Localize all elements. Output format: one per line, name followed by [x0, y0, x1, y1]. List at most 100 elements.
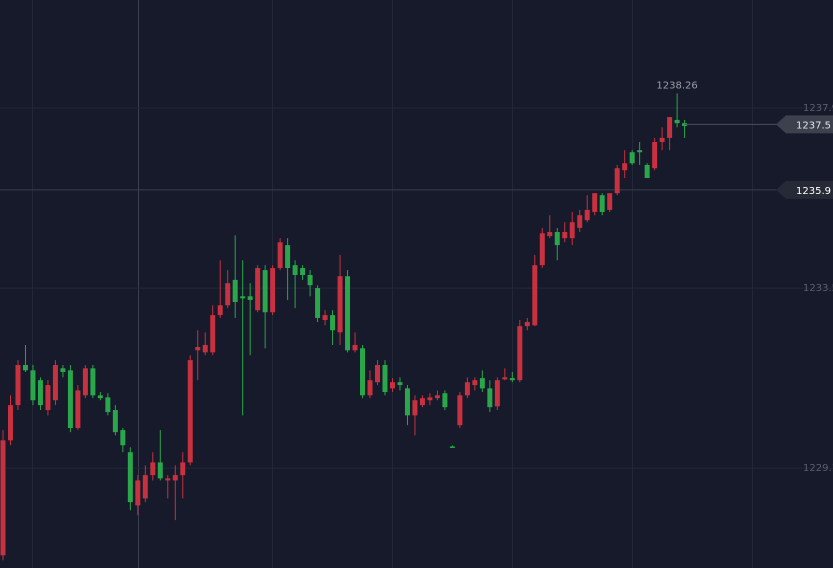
candle-body — [232, 279, 238, 303]
candle-body — [577, 215, 583, 228]
crosshair-label: 1235.9 — [796, 186, 831, 197]
candle-body — [120, 430, 126, 446]
candle-body — [255, 268, 261, 311]
candle-body — [157, 462, 163, 479]
candle-body — [652, 142, 658, 169]
candle-body — [592, 193, 598, 212]
candle-body — [352, 344, 358, 351]
candle-body — [404, 388, 410, 416]
candle-body — [397, 382, 403, 386]
y-tick-label: 1237.9 — [803, 103, 833, 114]
candle-body — [165, 478, 171, 481]
candle-body — [337, 276, 343, 333]
candle-body — [247, 296, 253, 300]
candle-body — [240, 296, 246, 299]
candle-body — [622, 163, 628, 171]
candle-body — [375, 365, 380, 383]
candle-body — [472, 380, 478, 386]
last-price-label: 1237.5 — [796, 120, 831, 131]
candle-body — [202, 344, 208, 353]
candle-body — [562, 232, 568, 239]
candle-body — [345, 276, 351, 351]
candle-body — [599, 195, 605, 212]
candle-body — [449, 446, 455, 448]
candle-body — [45, 385, 51, 411]
candle-body — [217, 305, 223, 316]
y-tick-label: 1233.5 — [803, 283, 833, 294]
candle-body — [142, 475, 148, 499]
candle-body — [659, 137, 665, 142]
candle-body — [382, 365, 388, 393]
candle-body — [524, 322, 530, 327]
candle-body — [644, 164, 650, 179]
candle-body — [112, 410, 118, 433]
candle-body — [60, 368, 66, 372]
candle-body — [172, 475, 178, 481]
candle-body — [464, 382, 470, 396]
candle-body — [97, 395, 103, 399]
candle-body — [442, 393, 448, 408]
candle-body — [135, 480, 141, 506]
candle-body — [494, 380, 500, 407]
candle-body — [487, 388, 493, 408]
candle-body — [7, 405, 13, 441]
candle-body — [532, 265, 538, 326]
candle-body — [37, 380, 43, 406]
candle-body — [412, 400, 418, 416]
candle-body — [419, 398, 425, 406]
candle-body — [22, 365, 28, 371]
candle-body — [67, 370, 73, 429]
candle-body — [277, 242, 283, 269]
candle-body — [307, 274, 313, 286]
candle-body — [150, 462, 156, 476]
last-price-marker — [776, 115, 833, 134]
crosshair-marker — [776, 180, 833, 199]
candle-body — [509, 378, 515, 381]
candle-body — [270, 268, 276, 313]
candle-body — [667, 117, 673, 138]
candle-body — [52, 365, 58, 401]
candle-body — [292, 265, 298, 275]
candle-body — [457, 395, 463, 426]
candle-body — [389, 382, 395, 389]
high-label: 1238.26 — [656, 80, 697, 91]
candle-body — [584, 209, 590, 221]
candle-body — [210, 315, 216, 353]
candle-body — [0, 440, 6, 556]
vertical-grid — [32, 0, 753, 568]
candle-body — [127, 452, 133, 503]
candle-body — [225, 283, 231, 306]
candle-body — [479, 378, 485, 389]
candle-body — [517, 326, 523, 381]
candle-body — [502, 377, 508, 380]
candle-body — [105, 397, 111, 413]
candle-body — [569, 222, 575, 239]
candle-body — [15, 365, 21, 406]
candle-body — [629, 152, 635, 164]
candle-body — [315, 288, 321, 318]
candle-body — [554, 232, 560, 246]
candle-body — [285, 245, 291, 269]
candle-body — [674, 119, 680, 124]
candle-body — [30, 370, 36, 401]
candle-body — [90, 368, 96, 396]
candle-body — [367, 380, 373, 396]
candle-body — [75, 390, 81, 429]
candle-body — [300, 268, 306, 275]
candle-body — [360, 348, 366, 396]
candle-body — [262, 270, 268, 313]
candle-body — [614, 168, 620, 194]
candle-body — [547, 232, 553, 237]
candle-body — [427, 397, 433, 401]
candle-body — [539, 233, 545, 266]
candle-body — [434, 395, 440, 399]
candle-body — [195, 347, 201, 351]
candle-body — [322, 315, 328, 321]
candle-body — [607, 193, 613, 210]
candle-body — [330, 315, 336, 331]
candle-body — [187, 360, 193, 463]
y-tick-label: 1229.1 — [803, 463, 833, 474]
candle-body — [82, 368, 88, 396]
